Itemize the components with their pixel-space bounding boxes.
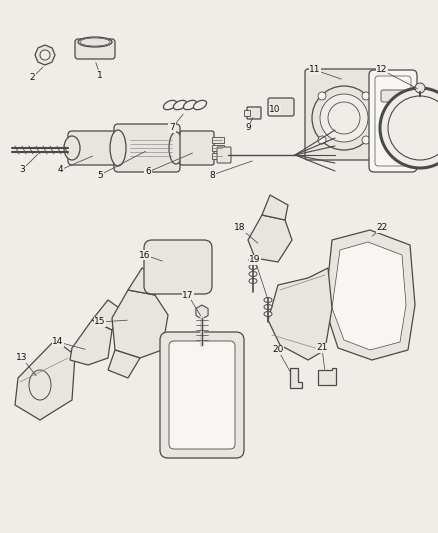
FancyBboxPatch shape (160, 332, 244, 458)
Ellipse shape (264, 311, 272, 317)
FancyBboxPatch shape (247, 107, 261, 119)
Polygon shape (112, 290, 168, 358)
Polygon shape (318, 368, 336, 385)
FancyBboxPatch shape (180, 131, 214, 165)
FancyBboxPatch shape (305, 69, 383, 160)
Circle shape (362, 92, 370, 100)
FancyBboxPatch shape (217, 147, 231, 163)
Circle shape (320, 94, 368, 142)
Text: 10: 10 (269, 106, 281, 115)
Ellipse shape (194, 100, 207, 110)
Ellipse shape (64, 136, 80, 160)
Ellipse shape (78, 37, 112, 47)
Ellipse shape (163, 100, 177, 110)
Polygon shape (196, 305, 208, 319)
Circle shape (312, 86, 376, 150)
Polygon shape (15, 340, 75, 420)
Text: 13: 13 (16, 353, 28, 362)
Text: 5: 5 (97, 171, 103, 180)
Text: 6: 6 (145, 167, 151, 176)
Ellipse shape (169, 132, 183, 164)
Text: 16: 16 (139, 251, 151, 260)
FancyBboxPatch shape (169, 341, 235, 449)
Ellipse shape (110, 130, 126, 166)
Circle shape (380, 88, 438, 168)
Text: 22: 22 (376, 223, 388, 232)
FancyBboxPatch shape (114, 124, 180, 172)
Text: 7: 7 (169, 124, 175, 133)
Text: 9: 9 (245, 124, 251, 133)
Polygon shape (92, 300, 122, 330)
Text: 20: 20 (272, 345, 284, 354)
Circle shape (362, 136, 370, 144)
FancyBboxPatch shape (375, 76, 411, 166)
Circle shape (318, 136, 326, 144)
Ellipse shape (249, 257, 257, 262)
FancyBboxPatch shape (68, 131, 128, 165)
Ellipse shape (264, 297, 272, 303)
Polygon shape (248, 215, 292, 262)
Text: 4: 4 (57, 166, 63, 174)
Circle shape (388, 96, 438, 160)
Text: 15: 15 (94, 318, 106, 327)
Ellipse shape (29, 370, 51, 400)
Text: 2: 2 (29, 74, 35, 83)
Ellipse shape (184, 100, 197, 110)
Bar (212, 145, 224, 151)
FancyBboxPatch shape (144, 240, 212, 294)
Circle shape (328, 102, 360, 134)
Polygon shape (325, 230, 415, 360)
FancyBboxPatch shape (75, 39, 115, 59)
Polygon shape (290, 368, 302, 388)
FancyBboxPatch shape (381, 90, 405, 102)
Text: 14: 14 (52, 337, 64, 346)
Text: 3: 3 (19, 166, 25, 174)
Ellipse shape (80, 38, 110, 46)
Text: 19: 19 (249, 255, 261, 264)
Polygon shape (35, 45, 55, 65)
Ellipse shape (249, 279, 257, 284)
Text: 21: 21 (316, 343, 328, 352)
Ellipse shape (249, 271, 257, 277)
Polygon shape (70, 320, 112, 365)
Circle shape (318, 92, 326, 100)
Bar (212, 153, 224, 159)
Polygon shape (268, 268, 332, 360)
Ellipse shape (264, 304, 272, 310)
Text: 1: 1 (97, 70, 103, 79)
Polygon shape (128, 268, 162, 295)
Circle shape (415, 83, 425, 93)
Text: 8: 8 (209, 171, 215, 180)
Text: 17: 17 (182, 290, 194, 300)
Ellipse shape (173, 100, 187, 110)
Bar (244, 110, 250, 116)
Polygon shape (108, 350, 140, 378)
Text: 12: 12 (376, 66, 388, 75)
Bar (212, 137, 224, 143)
FancyBboxPatch shape (268, 98, 294, 116)
Circle shape (40, 50, 50, 60)
Polygon shape (262, 195, 288, 220)
Ellipse shape (249, 264, 257, 270)
Text: 11: 11 (309, 66, 321, 75)
FancyBboxPatch shape (369, 70, 417, 172)
Polygon shape (332, 242, 406, 350)
Text: 18: 18 (234, 223, 246, 232)
